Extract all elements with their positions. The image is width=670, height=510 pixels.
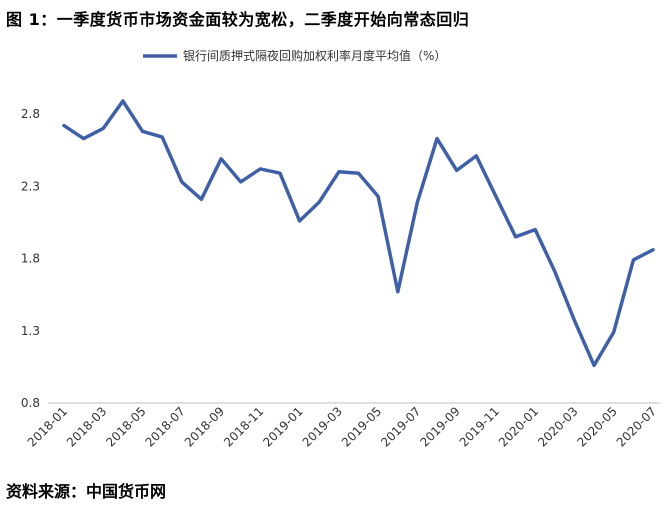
series-group	[62, 99, 655, 368]
x-tick-label: 2018-05	[103, 404, 148, 449]
x-tick-label: 2018-09	[182, 404, 227, 449]
x-tick-label: 2020-05	[575, 404, 620, 449]
x-tick-label: 2019-05	[339, 404, 384, 449]
y-tick-label: 1.3	[21, 324, 40, 338]
y-tick-label: 1.8	[21, 252, 40, 266]
series-line	[62, 99, 655, 368]
x-tick-label: 2019-09	[417, 404, 462, 449]
x-axis: 2018-012018-032018-052018-072018-092018-…	[25, 404, 659, 449]
source-note: 资料来源：中国货币网	[6, 482, 167, 501]
x-tick-label: 2019-03	[300, 404, 345, 449]
x-tick-label: 2018-03	[64, 404, 109, 449]
y-axis: 0.8 1.3 1.8 2.3 2.8	[21, 107, 40, 410]
x-tick-label: 2020-07	[614, 404, 659, 449]
x-tick-label: 2018-07	[143, 404, 188, 449]
y-tick-label: 2.3	[21, 179, 40, 193]
x-tick-label: 2020-03	[535, 404, 580, 449]
x-tick-label: 2018-01	[25, 404, 70, 449]
legend: 银行间质押式隔夜回购加权利率月度平均值（%）	[143, 48, 446, 63]
x-tick-label: 2019-01	[260, 404, 305, 449]
x-tick-label: 2018-11	[221, 404, 266, 449]
y-tick-label: 2.8	[21, 107, 40, 121]
legend-label: 银行间质押式隔夜回购加权利率月度平均值（%）	[183, 48, 446, 63]
figure-title: 图 1：一季度货币市场资金面较为宽松，二季度开始向常态回归	[6, 10, 470, 29]
x-tick-label: 2019-07	[378, 404, 423, 449]
x-tick-label: 2019-11	[457, 404, 502, 449]
y-tick-label: 0.8	[21, 396, 40, 410]
x-tick-label: 2020-01	[496, 404, 541, 449]
